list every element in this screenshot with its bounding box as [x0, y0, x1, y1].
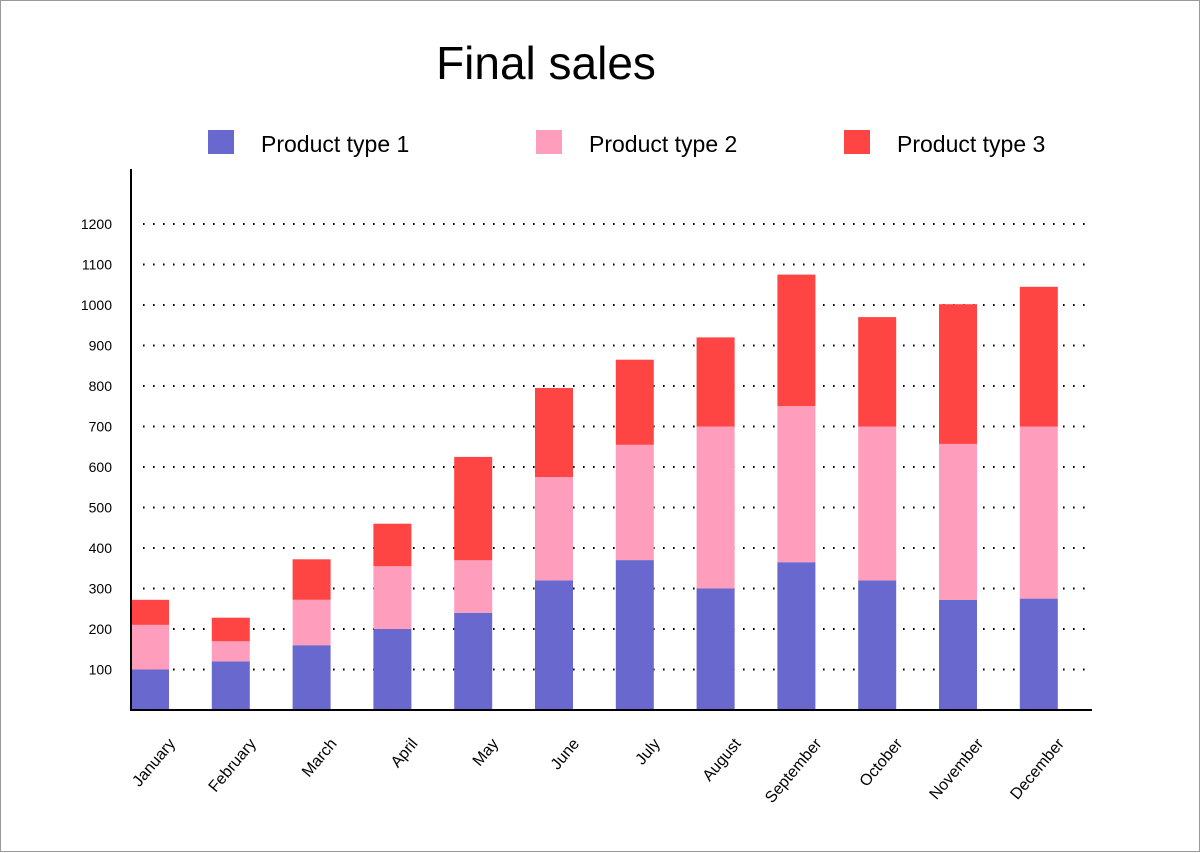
bar-segment-january-series-2: [131, 625, 169, 670]
y-tick-label: 400: [89, 540, 113, 556]
y-tick-label: 1200: [81, 216, 112, 232]
y-tick-label: 100: [89, 662, 113, 678]
bar-segment-april-series-3: [373, 523, 412, 567]
bar-segment-october-series-2: [858, 426, 897, 581]
bar-segment-august-series-2: [696, 426, 735, 589]
y-tick-label: 700: [89, 419, 113, 435]
bar-segment-november-series-3: [939, 304, 977, 444]
bar-segment-june-series-1: [535, 580, 573, 710]
bar-segment-july-series-1: [615, 560, 654, 710]
bar-segment-may-series-3: [454, 456, 493, 561]
bar-segment-august-series-3: [696, 337, 735, 427]
bar-segment-november-series-2: [939, 443, 977, 600]
y-tick-label: 500: [89, 500, 113, 516]
axes: [130, 169, 1092, 711]
bar-segment-may-series-1: [454, 612, 493, 710]
bar-segment-september-series-2: [777, 406, 816, 563]
chart-title: Final sales: [436, 37, 656, 89]
bar-segment-march-series-3: [292, 559, 331, 600]
x-category-label: April: [388, 736, 422, 771]
y-tick-label: 200: [89, 621, 113, 637]
bar-segment-august-series-1: [696, 588, 735, 710]
x-category-label: December: [1007, 735, 1068, 803]
bar-segment-november-series-1: [939, 599, 977, 710]
x-category-label: July: [633, 736, 664, 769]
legend-label: Product type 2: [589, 131, 737, 157]
bar-segment-september-series-1: [777, 562, 816, 710]
bar-segment-december-series-1: [1019, 598, 1058, 710]
legend-label: Product type 3: [897, 131, 1045, 157]
y-tick-label: 1000: [81, 297, 112, 313]
bar-segment-february-series-1: [211, 661, 250, 710]
bar-segment-december-series-3: [1019, 286, 1058, 427]
legend-swatch: [208, 130, 234, 154]
x-category-label: October: [857, 735, 907, 790]
x-category-label: May: [470, 736, 502, 770]
x-category-label: March: [299, 736, 341, 781]
legend: Product type 1 Product type 2 Product type…: [208, 130, 1045, 157]
y-tick-label: 600: [89, 459, 113, 475]
bar-segment-march-series-1: [292, 645, 331, 710]
bar-segment-february-series-3: [211, 617, 250, 642]
y-tick-label: 300: [89, 581, 113, 597]
bar-segment-march-series-2: [292, 599, 331, 646]
x-category-label: November: [927, 735, 988, 803]
x-category-label: September: [762, 735, 826, 806]
x-category-label: June: [548, 736, 583, 774]
y-tick-label: 800: [89, 378, 113, 394]
bar-segment-july-series-3: [615, 359, 654, 445]
legend-swatch: [844, 130, 870, 154]
bar-segment-january-series-3: [131, 599, 169, 625]
y-tick-label: 900: [89, 338, 113, 354]
bar-segment-june-series-2: [535, 477, 573, 581]
bar-segment-january-series-1: [131, 669, 169, 710]
bar-segment-july-series-2: [615, 444, 654, 561]
y-tick-label: 1100: [82, 257, 112, 273]
bar-segment-september-series-3: [777, 274, 816, 407]
bar-segment-may-series-2: [454, 560, 493, 613]
legend-label: Product type 1: [261, 131, 409, 157]
x-axis-categories: January February March April May June July Augu…: [129, 735, 1068, 806]
legend-swatch: [536, 130, 562, 154]
bar-segment-october-series-3: [858, 317, 897, 427]
bar-segment-october-series-1: [858, 580, 897, 710]
x-category-label: August: [700, 735, 745, 785]
bar-segment-december-series-2: [1019, 426, 1058, 599]
x-category-label: January: [129, 736, 179, 791]
bar-segment-april-series-1: [373, 629, 412, 710]
x-category-label: February: [206, 736, 260, 796]
bar-segment-april-series-2: [373, 566, 412, 629]
bar-segment-february-series-2: [211, 641, 250, 662]
bar-segment-june-series-3: [535, 388, 573, 478]
bars: [131, 274, 1058, 710]
y-axis-ticks: 100 200 300 400 500 600 700 800 900 1000 1100 1200: [81, 216, 112, 678]
